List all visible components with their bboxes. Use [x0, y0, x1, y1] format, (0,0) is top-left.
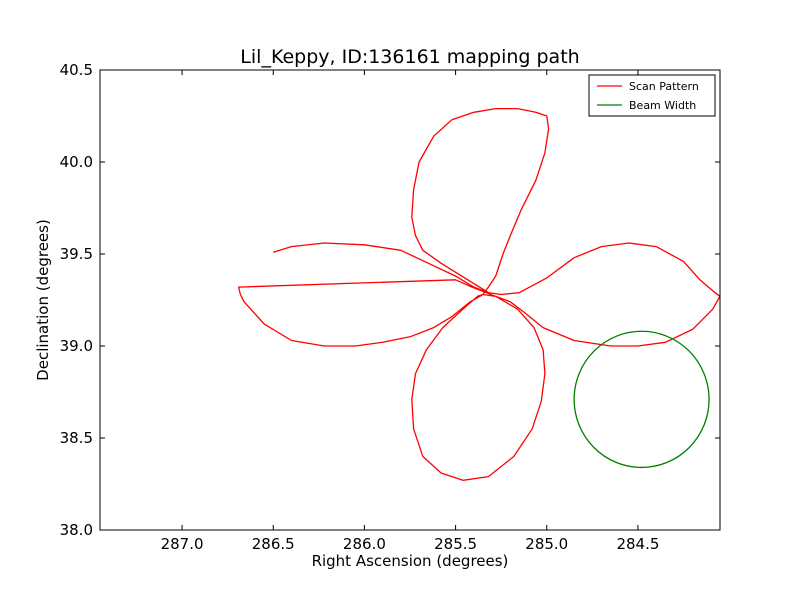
x-axis-label: Right Ascension (degrees)	[312, 552, 509, 570]
y-tick-label: 38.5	[60, 429, 93, 447]
x-tick-label: 285.5	[434, 535, 477, 553]
axis-ticks: 287.0 286.5 286.0 285.5 285.0 284.5 38.0 38.5 39…	[60, 61, 720, 553]
x-tick-label: 284.5	[616, 535, 659, 553]
legend-box	[588, 74, 716, 117]
beam-width-circle	[573, 330, 710, 469]
x-tick-label: 286.5	[252, 535, 295, 553]
data-layer	[237, 107, 720, 481]
x-tick-label: 287.0	[161, 535, 204, 553]
legend-label-scan-pattern: Scan Pattern	[629, 80, 699, 93]
chart-title: Lil_Keppy, ID:136161 mapping path	[240, 46, 579, 68]
plot-area	[99, 69, 721, 531]
y-tick-label: 40.5	[60, 61, 93, 79]
scan-pattern-line	[237, 107, 720, 481]
legend: Scan Pattern Beam Width	[588, 74, 716, 117]
x-tick-label: 285.0	[525, 535, 568, 553]
y-tick-label: 39.5	[60, 245, 93, 263]
y-tick-label: 40.0	[60, 153, 93, 171]
y-tick-label: 38.0	[60, 521, 93, 539]
axes-frame	[99, 69, 721, 531]
y-tick-label: 39.0	[60, 337, 93, 355]
y-axis-label: Declination (degrees)	[34, 219, 52, 381]
x-tick-label: 286.0	[343, 535, 386, 553]
legend-label-beam-width: Beam Width	[629, 99, 696, 112]
